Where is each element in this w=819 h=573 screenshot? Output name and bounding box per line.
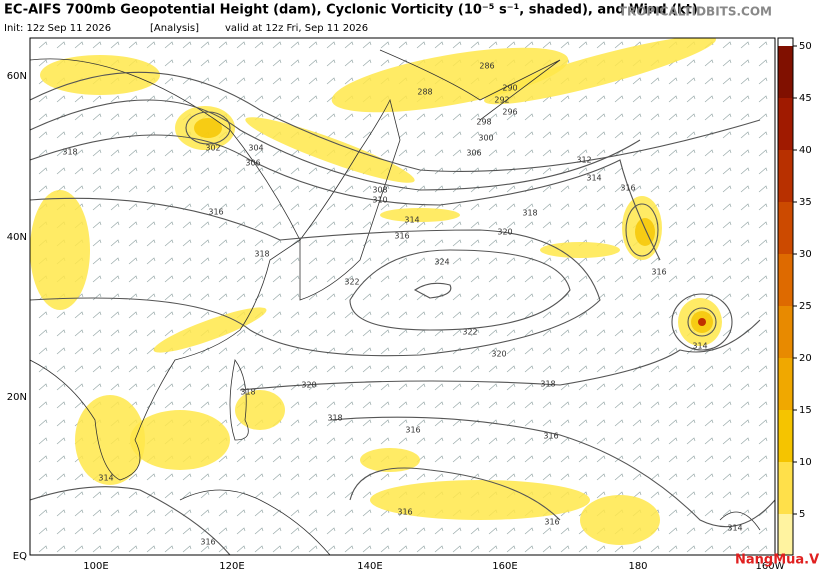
- contour-label: 304: [248, 144, 263, 153]
- lon-label: 140E: [357, 561, 382, 572]
- contour-label: 316: [620, 184, 635, 193]
- lat-label: 40N: [7, 232, 27, 243]
- colorbar-tick-label: 35: [799, 197, 812, 208]
- colorbar-segment: [778, 514, 793, 555]
- contour-label: 318: [254, 250, 269, 259]
- colorbar-segment: [778, 358, 793, 410]
- colorbar-tick-label: 40: [799, 145, 812, 156]
- contour-label: 314: [727, 524, 742, 533]
- contour-label: 306: [245, 159, 260, 168]
- colorbar-tick-label: 5: [799, 509, 805, 520]
- watermark: NangMua.VN: [735, 553, 819, 568]
- colorbar-segment: [778, 150, 793, 202]
- lon-label: 120E: [219, 561, 244, 572]
- contour-label: 318: [327, 414, 342, 423]
- contour-label: 318: [240, 388, 255, 397]
- colorbar-frame: [777, 37, 794, 556]
- colorbar-segment: [778, 462, 793, 514]
- contour-label: 314: [404, 216, 419, 225]
- contour-label: 320: [301, 381, 316, 390]
- colorbar-tick-label: 15: [799, 405, 812, 416]
- contour-label: 318: [522, 209, 537, 218]
- contour-label: 320: [491, 350, 506, 359]
- contour-label: 300: [478, 134, 493, 143]
- lon-label: 180: [628, 561, 647, 572]
- contour-label: 314: [586, 174, 601, 183]
- source: TROPICALTIDBITS.COM: [619, 5, 772, 19]
- contour-label: 318: [62, 148, 77, 157]
- contour-label: 316: [200, 538, 215, 547]
- contour-label: 316: [543, 432, 558, 441]
- contour-label: 316: [208, 208, 223, 217]
- lat-label: 60N: [7, 71, 27, 82]
- contour-label: 296: [502, 108, 517, 117]
- colorbar-tick-label: 45: [799, 93, 812, 104]
- contour-label: 286: [479, 62, 494, 71]
- colorbar-segment: [778, 202, 793, 254]
- contour-label: 290: [502, 84, 517, 93]
- colorbar-segment: [778, 98, 793, 150]
- lat-label: 20N: [7, 392, 27, 403]
- lon-label: 160W: [756, 561, 785, 572]
- valid: valid at 12z Fri, Sep 11 2026: [225, 23, 368, 34]
- contour-label: 316: [544, 518, 559, 527]
- analysis: [Analysis]: [150, 23, 199, 34]
- contour-label: 322: [462, 328, 477, 337]
- contour-label: 316: [405, 426, 420, 435]
- contour-label: 314: [98, 474, 113, 483]
- colorbar-tick-label: 25: [799, 301, 812, 312]
- contour-label: 314: [692, 342, 707, 351]
- contour-label: 306: [466, 149, 481, 158]
- contour-label: 288: [417, 88, 432, 97]
- colorbar-tick-label: 10: [799, 457, 812, 468]
- contour-label: 316: [397, 508, 412, 517]
- contour-label: 312: [576, 156, 591, 165]
- colorbar-segment: [778, 46, 793, 98]
- colorbar-segment: [778, 254, 793, 306]
- contour-label: 322: [344, 278, 359, 287]
- lon-label: 160E: [492, 561, 517, 572]
- init: Init: 12z Sep 11 2026: [4, 23, 111, 34]
- title: EC-AIFS 700mb Geopotential Height (dam),…: [4, 3, 698, 18]
- map-frame: [29, 37, 776, 556]
- contour-label: 308: [372, 186, 387, 195]
- contour-label: 316: [394, 232, 409, 241]
- contour-label: 298: [476, 118, 491, 127]
- contour-label: 320: [497, 228, 512, 237]
- contour-label: 302: [205, 144, 220, 153]
- lat-label: EQ: [13, 551, 27, 562]
- colorbar-tick-label: 20: [799, 353, 812, 364]
- colorbar-segment: [778, 410, 793, 462]
- colorbar-segment: [778, 306, 793, 358]
- contour-label: 316: [651, 268, 666, 277]
- contour-label: 324: [434, 258, 449, 267]
- colorbar-tick-label: 50: [799, 41, 812, 52]
- colorbar-tick-label: 30: [799, 249, 812, 260]
- contour-label: 310: [372, 196, 387, 205]
- contour-label: 318: [540, 380, 555, 389]
- contour-label: 292: [494, 96, 509, 105]
- lon-label: 100E: [83, 561, 108, 572]
